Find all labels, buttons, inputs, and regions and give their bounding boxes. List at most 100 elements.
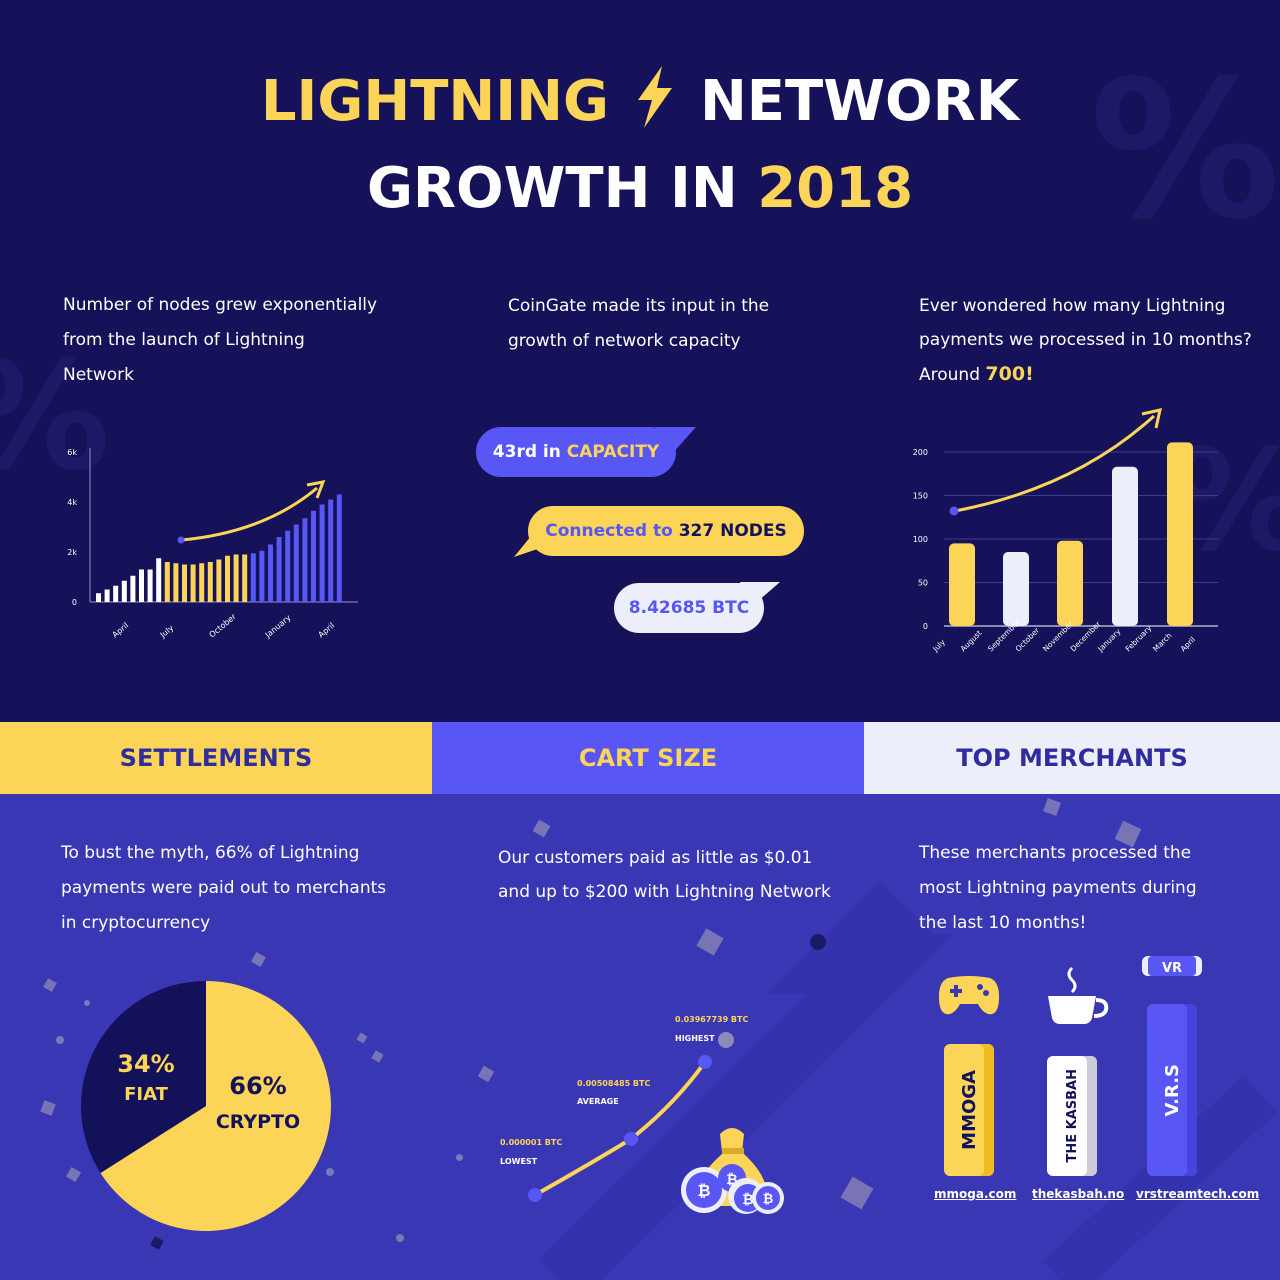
nodes-bar bbox=[199, 563, 205, 602]
nodes-bar bbox=[156, 558, 162, 602]
nodes-bar bbox=[302, 518, 308, 602]
caption-line: from the launch of Lightning bbox=[63, 330, 305, 350]
y-tick-label: 4k bbox=[67, 498, 77, 507]
cart-size-chart: 0.000001 BTC LOWEST 0.00508485 BTC AVERAGE 0… bbox=[500, 1015, 748, 1202]
capacity-caption: CoinGate made its input in the growth of… bbox=[508, 289, 769, 359]
main-subtitle: GROWTH IN 2018 bbox=[0, 156, 1280, 221]
y-tick-label: 6k bbox=[67, 448, 77, 457]
confetti-dot bbox=[396, 1234, 404, 1242]
subtitle-growth: GROWTH IN bbox=[366, 156, 738, 221]
cart-point bbox=[624, 1132, 638, 1146]
caption-line: growth of network capacity bbox=[508, 331, 741, 351]
nodes-bar bbox=[182, 564, 187, 602]
svg-text:₿: ₿ bbox=[697, 1181, 710, 1200]
payments-bar bbox=[1167, 442, 1193, 626]
payments-bar bbox=[1057, 540, 1083, 626]
x-tick-label: April bbox=[317, 621, 337, 640]
payments-bar bbox=[1112, 466, 1138, 626]
caption-line: Around bbox=[919, 365, 980, 385]
trend-arrow bbox=[954, 414, 1156, 513]
nodes-bar bbox=[130, 575, 136, 602]
nodes-bar bbox=[121, 580, 127, 602]
title-network: NETWORK bbox=[699, 69, 1020, 134]
confetti-dot bbox=[56, 1036, 64, 1044]
y-tick-label: 0 bbox=[72, 598, 77, 607]
pie-slice bbox=[81, 981, 206, 1173]
nodes-bar bbox=[147, 569, 153, 602]
trend-start-dot bbox=[949, 506, 959, 516]
x-tick-label: April bbox=[1179, 635, 1197, 653]
cart-caption: Our customers paid as little as $0.01 an… bbox=[498, 841, 831, 909]
nodes-caption: Number of nodes grew exponentially from … bbox=[63, 288, 377, 393]
cart-point-value: 0.000001 BTC bbox=[500, 1138, 562, 1147]
nodes-bar bbox=[311, 510, 316, 602]
top-section: % % % LIGHTNING NETWORK GROWTH IN 2018 N… bbox=[0, 40, 1280, 655]
nodes-bar bbox=[216, 559, 222, 602]
pie-slice bbox=[100, 981, 332, 1231]
nodes-bar bbox=[336, 494, 342, 602]
merchant-link-mmoga[interactable]: mmoga.com bbox=[934, 1187, 1017, 1201]
nodes-bar bbox=[190, 564, 196, 602]
x-tick-label: January bbox=[1095, 627, 1123, 655]
nodes-growth-chart: 0 2k 4k 6k April July October January April bbox=[67, 448, 358, 640]
bottom-section: To bust the myth, 66% of Lightning payme… bbox=[0, 794, 1280, 1280]
nodes-bar bbox=[250, 553, 256, 602]
merchant-name: MMOGA bbox=[958, 1070, 980, 1150]
bubble-highlight: 327 NODES bbox=[678, 521, 787, 541]
payments-bar bbox=[1003, 552, 1029, 626]
section-bands: SETTLEMENTS CART SIZE TOP MERCHANTS bbox=[0, 722, 1280, 794]
merchant-bar-vrs: V.R.S bbox=[1147, 1004, 1197, 1176]
x-tick-label: March bbox=[1151, 631, 1174, 654]
nodes-bar bbox=[113, 585, 119, 602]
lightning-bolt-icon bbox=[638, 66, 673, 128]
x-tick-label: July bbox=[158, 623, 176, 640]
y-tick-label: 150 bbox=[913, 492, 928, 501]
caption-line: CoinGate made its input in the bbox=[508, 296, 770, 316]
payments-caption: Ever wondered how many Lightning payment… bbox=[919, 289, 1252, 392]
confetti-dot bbox=[456, 1154, 463, 1161]
payments-bar bbox=[949, 543, 975, 626]
settlements-pie-chart: 66% CRYPTO 34% FIAT bbox=[81, 981, 332, 1231]
bg-arrows bbox=[538, 881, 1278, 1280]
caption-line: Number of nodes grew exponentially bbox=[63, 295, 378, 315]
x-tick-label: January bbox=[263, 613, 293, 640]
x-tick-label: October bbox=[208, 612, 239, 640]
cart-point-label: HIGHEST bbox=[675, 1034, 715, 1043]
y-tick-label: 0 bbox=[923, 622, 928, 631]
confetti-dot bbox=[718, 1032, 734, 1048]
merchants-caption: These merchants processed the most Light… bbox=[919, 836, 1197, 941]
nodes-bar bbox=[259, 550, 265, 602]
nodes-bar bbox=[276, 537, 282, 602]
cart-point bbox=[528, 1188, 542, 1202]
main-title: LIGHTNING NETWORK bbox=[0, 66, 1280, 134]
band-top-merchants: TOP MERCHANTS bbox=[864, 722, 1280, 794]
confetti-dot bbox=[810, 934, 826, 950]
settlements-caption: To bust the myth, 66% of Lightning payme… bbox=[61, 836, 386, 941]
caption-line: the last 10 months! bbox=[919, 913, 1087, 933]
vr-icon-text: VR bbox=[1162, 961, 1182, 976]
bubble-highlight: CAPACITY bbox=[566, 442, 660, 462]
x-tick-label: July bbox=[930, 637, 947, 654]
connected-nodes-bubble: Connected to 327 NODES bbox=[528, 506, 804, 556]
y-tick-label: 200 bbox=[913, 448, 928, 457]
y-tick-label: 100 bbox=[913, 535, 928, 544]
trend-start-dot bbox=[177, 536, 185, 544]
cart-point-label: LOWEST bbox=[500, 1157, 538, 1166]
merchant-bar-kasbah: THE KASBAH bbox=[1047, 1056, 1097, 1176]
nodes-bar bbox=[285, 530, 291, 602]
merchant-link-kasbah[interactable]: thekasbah.no bbox=[1032, 1187, 1125, 1201]
pie-slice-label: FIAT bbox=[124, 1084, 169, 1105]
subtitle-year: 2018 bbox=[757, 156, 914, 221]
merchant-name: THE KASBAH bbox=[1064, 1069, 1080, 1163]
nodes-bar bbox=[96, 593, 101, 602]
btc-capacity-bubble: 8.42685 BTC bbox=[614, 583, 764, 633]
caption-line: Ever wondered how many Lightning bbox=[919, 296, 1226, 316]
nodes-bar bbox=[242, 554, 248, 602]
bubble-text: Connected to bbox=[545, 521, 673, 541]
merchant-bar-mmoga: MMOGA bbox=[944, 1044, 994, 1176]
coffee-cup-icon bbox=[1048, 966, 1109, 1024]
caption-line: payments we processed in 10 months? bbox=[919, 330, 1252, 350]
merchant-link-vrs[interactable]: vrstreamtech.com bbox=[1136, 1187, 1260, 1201]
svg-text:₿: ₿ bbox=[763, 1192, 774, 1207]
confetti-dot bbox=[84, 1000, 90, 1006]
